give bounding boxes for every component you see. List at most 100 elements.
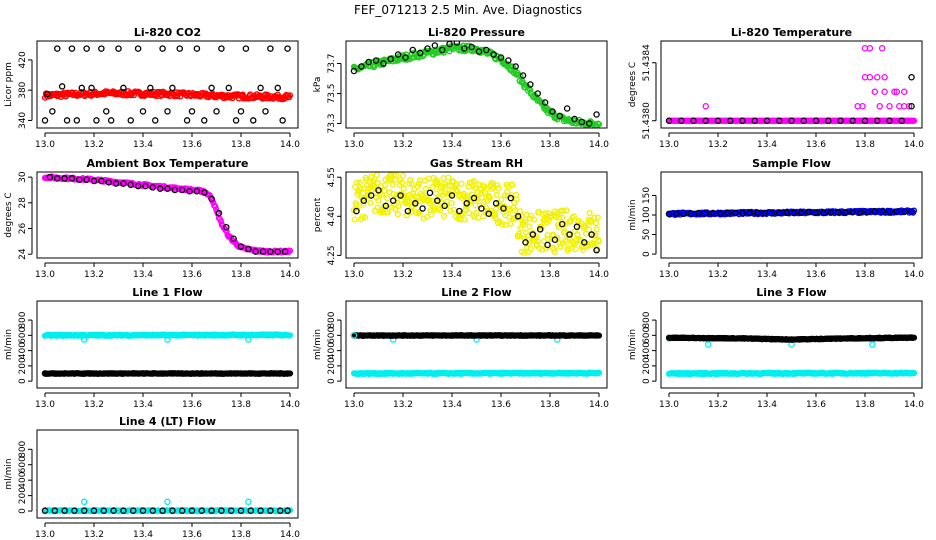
data-point bbox=[487, 332, 495, 339]
x-tick-label: 13.0 bbox=[659, 140, 679, 150]
data-point bbox=[704, 341, 712, 348]
data-point bbox=[560, 208, 567, 215]
data-point bbox=[120, 84, 127, 92]
data-point bbox=[536, 244, 543, 252]
data-point bbox=[891, 88, 898, 96]
y-axis-label: degrees C bbox=[628, 62, 638, 107]
data-point bbox=[886, 334, 893, 342]
data-point bbox=[536, 226, 544, 233]
data-point bbox=[358, 63, 365, 70]
data-point bbox=[411, 200, 419, 207]
series-black bbox=[41, 370, 294, 377]
data-point bbox=[827, 209, 834, 216]
data-point bbox=[492, 205, 500, 213]
data-point bbox=[80, 336, 88, 343]
x-tick-label: 13.8 bbox=[855, 140, 875, 150]
data-point bbox=[223, 223, 230, 231]
data-point bbox=[399, 332, 407, 339]
x-axis: 13.0 13.2 13.4 13.6 13.8 14.0 bbox=[344, 392, 609, 410]
data-point bbox=[492, 215, 499, 222]
data-point bbox=[353, 202, 360, 209]
panel-title: Gas Stream RH bbox=[430, 157, 523, 170]
panel-rh: Gas Stream RH 13.0 13.2 13.4 13.6 13.8 14.0 4.2… bbox=[313, 157, 609, 280]
data-point bbox=[483, 185, 490, 192]
y-tick-label: 800 bbox=[18, 440, 28, 457]
data-point bbox=[245, 245, 252, 253]
y-tick-label: 400 bbox=[18, 471, 28, 488]
data-point bbox=[574, 231, 581, 238]
data-point bbox=[83, 176, 90, 183]
data-point bbox=[807, 335, 815, 343]
y-tick-label: 30 bbox=[18, 171, 28, 183]
data-point bbox=[497, 332, 505, 339]
data-point bbox=[724, 209, 732, 216]
data-point bbox=[434, 179, 441, 186]
y-axis: 0 50 100 150 bbox=[642, 187, 657, 257]
series-black bbox=[670, 334, 913, 343]
data-point bbox=[374, 204, 381, 211]
data-point bbox=[751, 117, 759, 125]
data-point bbox=[570, 213, 577, 220]
data-point bbox=[702, 103, 710, 110]
data-point bbox=[768, 335, 776, 343]
data-point bbox=[225, 84, 232, 92]
x-tick-label: 13.4 bbox=[442, 270, 462, 280]
data-point bbox=[900, 208, 908, 216]
data-point bbox=[592, 220, 600, 227]
data-point bbox=[252, 248, 259, 255]
data-point bbox=[365, 58, 372, 66]
data-point bbox=[578, 118, 586, 126]
y-tick-label: 0 bbox=[642, 251, 652, 257]
data-point bbox=[134, 45, 142, 52]
data-point bbox=[105, 179, 112, 186]
data-point bbox=[438, 332, 446, 339]
data-point bbox=[267, 507, 274, 514]
data-point bbox=[869, 341, 876, 348]
data-point bbox=[80, 507, 88, 514]
x-tick-label: 13.2 bbox=[393, 400, 413, 410]
data-point bbox=[534, 238, 541, 245]
panel-line1: Line 1 Flow 13.0 13.2 13.4 13.6 13.8 14.0 0 2004… bbox=[4, 286, 300, 410]
data-point bbox=[546, 332, 554, 339]
data-point bbox=[416, 49, 424, 57]
data-point bbox=[415, 180, 423, 187]
data-point bbox=[695, 209, 702, 217]
data-point bbox=[394, 211, 401, 218]
data-point bbox=[582, 222, 589, 229]
data-point bbox=[837, 117, 844, 125]
data-point bbox=[507, 220, 514, 227]
data-point bbox=[820, 209, 827, 217]
data-point bbox=[381, 182, 389, 189]
data-point bbox=[257, 84, 264, 92]
data-point bbox=[237, 243, 245, 250]
x-tick-label: 13.0 bbox=[35, 400, 55, 410]
x-tick-label: 13.8 bbox=[231, 530, 251, 540]
data-point bbox=[267, 370, 274, 377]
plot-frame bbox=[660, 300, 923, 389]
data-point bbox=[286, 370, 294, 377]
data-point bbox=[188, 370, 196, 377]
data-point bbox=[139, 507, 147, 514]
y-tick-label: 28 bbox=[18, 197, 28, 209]
data-point bbox=[98, 45, 105, 52]
panel-title: Line 1 Flow bbox=[132, 286, 202, 299]
data-point bbox=[350, 67, 358, 75]
data-point bbox=[384, 195, 391, 202]
data-point bbox=[493, 191, 500, 198]
data-point bbox=[595, 332, 603, 339]
x-tick-label: 14.0 bbox=[904, 400, 924, 410]
data-point bbox=[529, 231, 537, 238]
y-tick-label: 380 bbox=[18, 81, 28, 98]
plot-area bbox=[350, 172, 603, 256]
data-point bbox=[458, 180, 465, 187]
data-point bbox=[188, 108, 196, 115]
data-point bbox=[665, 210, 673, 218]
panel-pressure: Li-820 Pressure 13.0 13.2 13.4 13.6 13.8 14.0 7… bbox=[313, 26, 609, 150]
panel-line2: Line 2 Flow 13.0 13.2 13.4 13.6 13.8 14.0 0 2004… bbox=[313, 286, 609, 410]
data-point bbox=[232, 117, 240, 124]
data-point bbox=[583, 230, 590, 237]
data-point bbox=[267, 248, 274, 255]
data-point bbox=[874, 74, 881, 81]
data-point bbox=[237, 370, 245, 377]
x-tick-label: 13.8 bbox=[855, 270, 875, 280]
